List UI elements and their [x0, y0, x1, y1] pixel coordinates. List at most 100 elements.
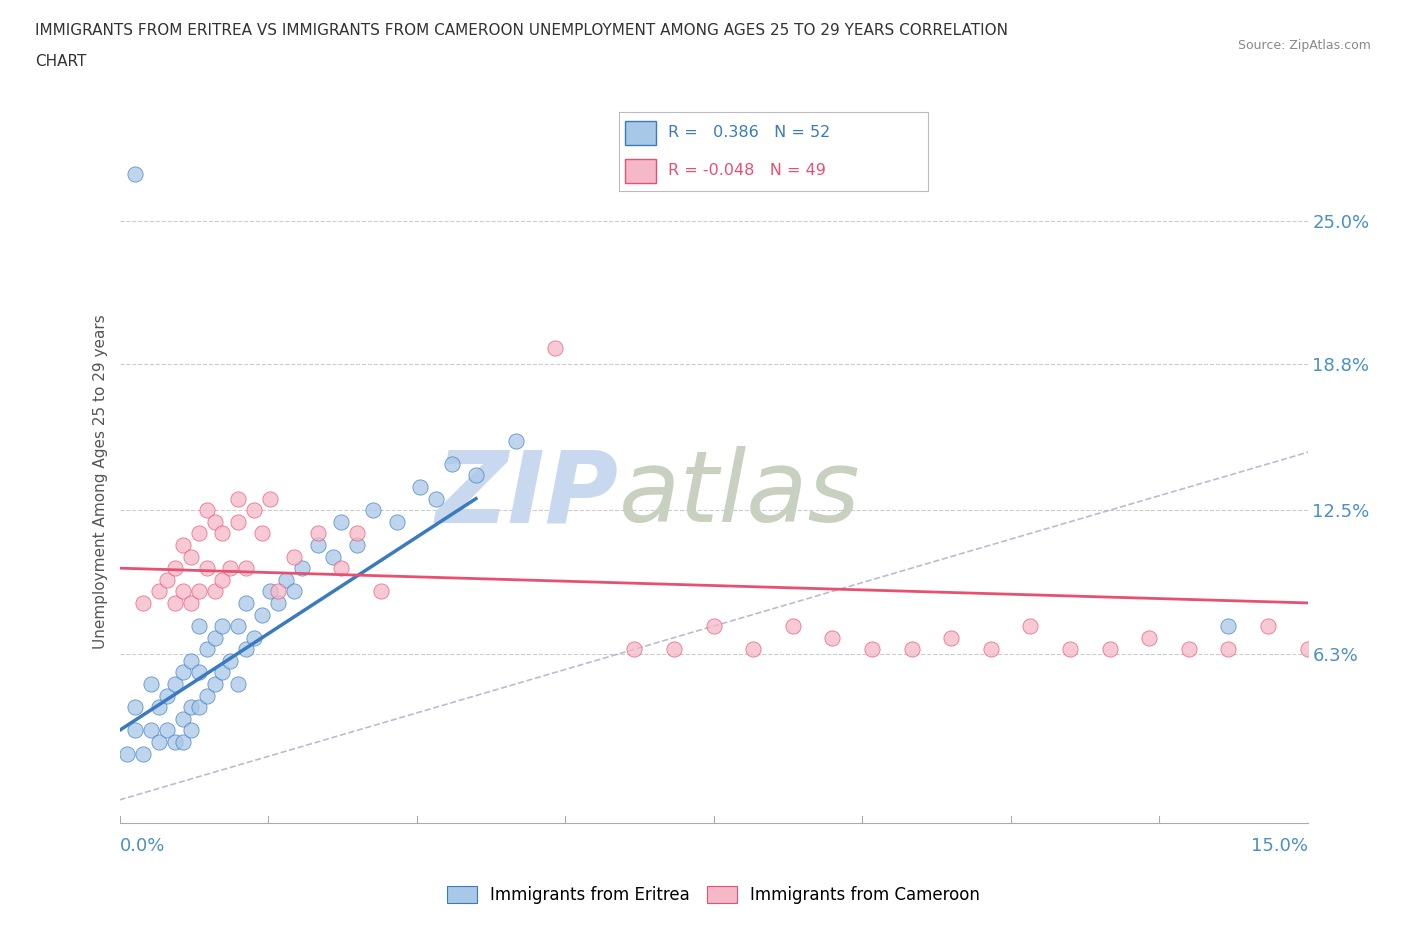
Point [124, 166, 146, 181]
Point [141, 723, 163, 737]
Point [505, 433, 527, 448]
Point [330, 561, 353, 576]
Point [409, 480, 432, 495]
Point [274, 572, 297, 587]
Point [156, 723, 179, 737]
Point [211, 665, 233, 680]
Point [172, 584, 194, 599]
Point [860, 642, 883, 657]
Point [243, 503, 266, 518]
Point [235, 595, 257, 610]
Point [141, 677, 163, 692]
Point [132, 746, 155, 761]
Point [900, 642, 922, 657]
Point [172, 711, 194, 726]
Y-axis label: Unemployment Among Ages 25 to 29 years: Unemployment Among Ages 25 to 29 years [93, 314, 108, 648]
Point [441, 457, 464, 472]
Point [163, 677, 186, 692]
Point [172, 735, 194, 750]
Point [195, 503, 218, 518]
Point [322, 549, 344, 564]
Point [1257, 618, 1279, 633]
Point [195, 561, 218, 576]
Legend: Immigrants from Eritrea, Immigrants from Cameroon: Immigrants from Eritrea, Immigrants from… [440, 879, 987, 910]
Point [211, 526, 233, 541]
Point [156, 572, 179, 587]
Point [346, 526, 368, 541]
Point [1019, 618, 1042, 633]
Point [228, 677, 250, 692]
Point [782, 618, 804, 633]
Point [187, 584, 209, 599]
Point [1218, 618, 1240, 633]
Point [163, 735, 186, 750]
Bar [624, 159, 655, 182]
Point [219, 654, 242, 669]
Point [544, 340, 567, 355]
Text: R = -0.048   N = 49: R = -0.048 N = 49 [668, 164, 825, 179]
Point [156, 688, 179, 703]
Point [1059, 642, 1081, 657]
Point [204, 631, 226, 645]
Point [385, 514, 408, 529]
Text: CHART: CHART [35, 54, 87, 69]
Bar [624, 121, 655, 145]
Point [1218, 642, 1240, 657]
Point [235, 561, 257, 576]
Point [623, 642, 645, 657]
Point [204, 584, 226, 599]
Point [243, 631, 266, 645]
Point [204, 514, 226, 529]
Point [148, 735, 170, 750]
Point [464, 468, 488, 483]
Point [1178, 642, 1201, 657]
Point [980, 642, 1002, 657]
Point [250, 526, 273, 541]
Point [163, 595, 186, 610]
Point [259, 491, 281, 506]
Point [163, 561, 186, 576]
Point [211, 618, 233, 633]
Point [187, 526, 209, 541]
Point [267, 584, 290, 599]
Point [361, 503, 384, 518]
Point [346, 538, 368, 552]
Point [180, 595, 202, 610]
Point [204, 677, 226, 692]
Point [124, 723, 146, 737]
Point [172, 538, 194, 552]
Text: Source: ZipAtlas.com: Source: ZipAtlas.com [1237, 39, 1371, 52]
Text: IMMIGRANTS FROM ERITREA VS IMMIGRANTS FROM CAMEROON UNEMPLOYMENT AMONG AGES 25 T: IMMIGRANTS FROM ERITREA VS IMMIGRANTS FR… [35, 23, 1008, 38]
Text: atlas: atlas [619, 446, 860, 543]
Point [821, 631, 844, 645]
Point [180, 699, 202, 714]
Point [742, 642, 765, 657]
Point [250, 607, 273, 622]
Point [1098, 642, 1121, 657]
Point [662, 642, 685, 657]
Point [235, 642, 257, 657]
Point [148, 699, 170, 714]
Point [370, 584, 392, 599]
Point [195, 642, 218, 657]
Text: R =   0.386   N = 52: R = 0.386 N = 52 [668, 126, 831, 140]
Point [307, 538, 329, 552]
Point [425, 491, 447, 506]
Text: 0.0%: 0.0% [120, 837, 165, 855]
Point [307, 526, 329, 541]
Point [228, 618, 250, 633]
Point [187, 699, 209, 714]
Point [291, 561, 314, 576]
Point [259, 584, 281, 599]
Point [187, 618, 209, 633]
Point [195, 688, 218, 703]
Point [330, 514, 353, 529]
Point [1296, 642, 1319, 657]
Point [148, 584, 170, 599]
Point [211, 572, 233, 587]
Point [702, 618, 725, 633]
Point [187, 665, 209, 680]
Text: ZIP: ZIP [436, 446, 619, 543]
Point [132, 595, 155, 610]
Point [180, 549, 202, 564]
